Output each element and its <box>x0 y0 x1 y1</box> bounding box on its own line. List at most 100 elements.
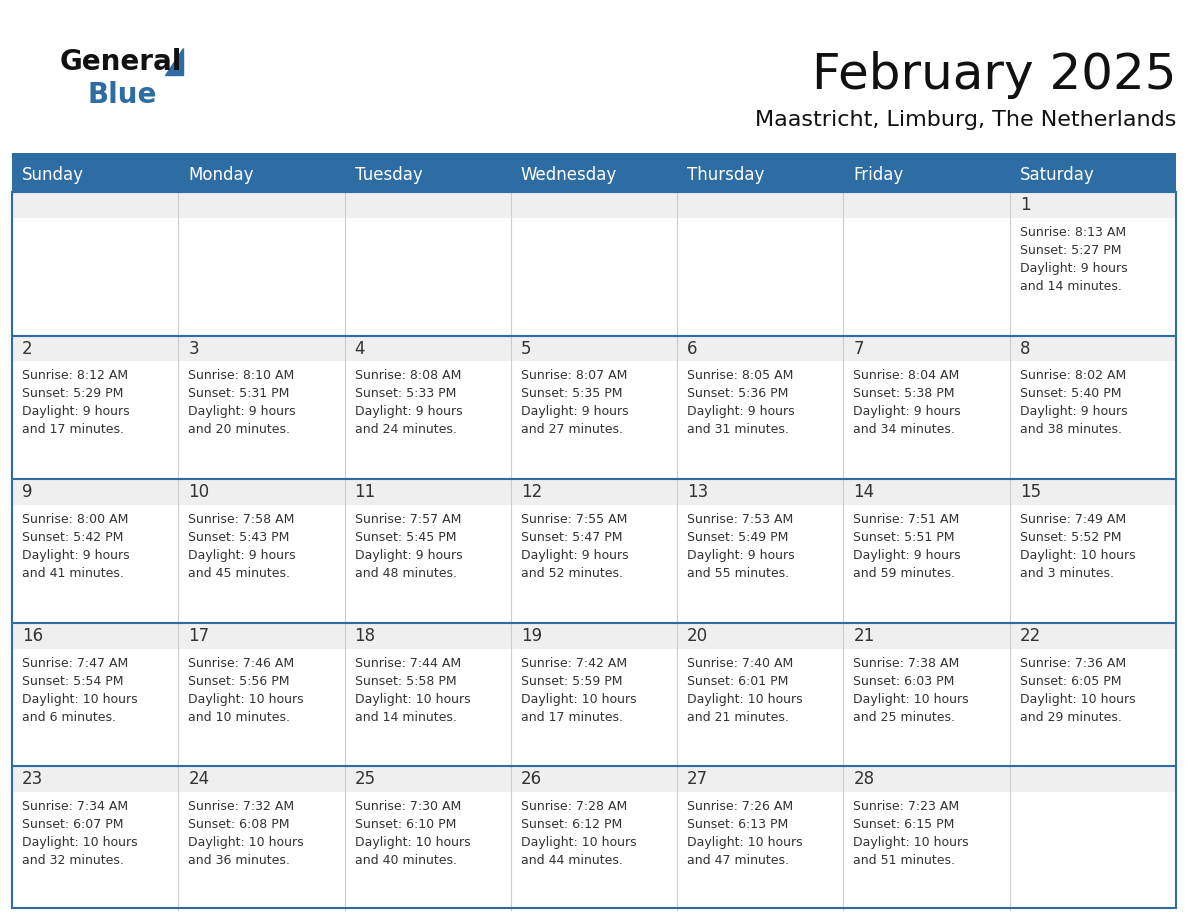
Text: February 2025: February 2025 <box>811 51 1176 99</box>
Bar <box>511 336 677 362</box>
Bar <box>1010 192 1176 218</box>
Bar <box>345 767 511 910</box>
Text: 14: 14 <box>853 483 874 501</box>
Text: Sunrise: 7:58 AM
Sunset: 5:43 PM
Daylight: 9 hours
and 45 minutes.: Sunrise: 7:58 AM Sunset: 5:43 PM Dayligh… <box>188 513 296 580</box>
Bar <box>12 192 178 336</box>
Text: 25: 25 <box>354 770 375 789</box>
Text: 8: 8 <box>1019 340 1030 357</box>
Bar <box>345 336 511 362</box>
Text: 10: 10 <box>188 483 209 501</box>
Text: Sunday: Sunday <box>23 165 84 184</box>
Text: 21: 21 <box>853 627 874 644</box>
Bar <box>12 622 178 649</box>
Bar <box>12 157 1176 192</box>
Text: 7: 7 <box>853 340 864 357</box>
Bar <box>12 479 178 505</box>
Bar <box>677 622 843 649</box>
Text: Sunrise: 7:49 AM
Sunset: 5:52 PM
Daylight: 10 hours
and 3 minutes.: Sunrise: 7:49 AM Sunset: 5:52 PM Dayligh… <box>1019 513 1136 580</box>
Text: 9: 9 <box>23 483 32 501</box>
Bar <box>178 479 345 622</box>
Bar <box>345 479 511 622</box>
Bar <box>1010 336 1176 362</box>
Bar <box>12 336 178 362</box>
Text: 5: 5 <box>520 340 531 357</box>
Text: Sunrise: 8:05 AM
Sunset: 5:36 PM
Daylight: 9 hours
and 31 minutes.: Sunrise: 8:05 AM Sunset: 5:36 PM Dayligh… <box>687 369 795 436</box>
Text: Sunrise: 7:42 AM
Sunset: 5:59 PM
Daylight: 10 hours
and 17 minutes.: Sunrise: 7:42 AM Sunset: 5:59 PM Dayligh… <box>520 656 637 723</box>
Text: Sunrise: 8:02 AM
Sunset: 5:40 PM
Daylight: 9 hours
and 38 minutes.: Sunrise: 8:02 AM Sunset: 5:40 PM Dayligh… <box>1019 369 1127 436</box>
Text: Sunrise: 7:40 AM
Sunset: 6:01 PM
Daylight: 10 hours
and 21 minutes.: Sunrise: 7:40 AM Sunset: 6:01 PM Dayligh… <box>687 656 803 723</box>
Bar <box>1010 622 1176 649</box>
Text: Sunrise: 8:08 AM
Sunset: 5:33 PM
Daylight: 9 hours
and 24 minutes.: Sunrise: 8:08 AM Sunset: 5:33 PM Dayligh… <box>354 369 462 436</box>
Bar <box>511 479 677 622</box>
Text: Friday: Friday <box>853 165 904 184</box>
Bar <box>178 192 345 218</box>
Text: Sunrise: 7:32 AM
Sunset: 6:08 PM
Daylight: 10 hours
and 36 minutes.: Sunrise: 7:32 AM Sunset: 6:08 PM Dayligh… <box>188 800 304 868</box>
Text: Sunrise: 7:53 AM
Sunset: 5:49 PM
Daylight: 9 hours
and 55 minutes.: Sunrise: 7:53 AM Sunset: 5:49 PM Dayligh… <box>687 513 795 580</box>
Bar <box>677 622 843 767</box>
Bar <box>511 336 677 479</box>
Bar <box>345 479 511 505</box>
Bar <box>843 767 1010 910</box>
Bar <box>345 336 511 479</box>
Text: Sunrise: 7:47 AM
Sunset: 5:54 PM
Daylight: 10 hours
and 6 minutes.: Sunrise: 7:47 AM Sunset: 5:54 PM Dayligh… <box>23 656 138 723</box>
Text: Sunrise: 7:34 AM
Sunset: 6:07 PM
Daylight: 10 hours
and 32 minutes.: Sunrise: 7:34 AM Sunset: 6:07 PM Dayligh… <box>23 800 138 868</box>
Text: Thursday: Thursday <box>687 165 765 184</box>
Text: 11: 11 <box>354 483 375 501</box>
Bar <box>511 192 677 218</box>
Text: Sunrise: 8:12 AM
Sunset: 5:29 PM
Daylight: 9 hours
and 17 minutes.: Sunrise: 8:12 AM Sunset: 5:29 PM Dayligh… <box>23 369 129 436</box>
Bar <box>12 336 178 479</box>
Text: 18: 18 <box>354 627 375 644</box>
Bar <box>843 192 1010 218</box>
Text: Blue: Blue <box>88 81 157 109</box>
Text: 15: 15 <box>1019 483 1041 501</box>
Text: Monday: Monday <box>188 165 254 184</box>
Bar <box>677 767 843 910</box>
Text: 3: 3 <box>188 340 198 357</box>
Bar <box>1010 479 1176 505</box>
Text: Sunrise: 8:10 AM
Sunset: 5:31 PM
Daylight: 9 hours
and 20 minutes.: Sunrise: 8:10 AM Sunset: 5:31 PM Dayligh… <box>188 369 296 436</box>
Bar <box>12 153 1176 158</box>
Bar <box>677 336 843 479</box>
Bar <box>178 192 345 336</box>
Bar <box>677 767 843 792</box>
Text: Sunrise: 7:57 AM
Sunset: 5:45 PM
Daylight: 9 hours
and 48 minutes.: Sunrise: 7:57 AM Sunset: 5:45 PM Dayligh… <box>354 513 462 580</box>
Text: Wednesday: Wednesday <box>520 165 617 184</box>
Text: Sunrise: 7:30 AM
Sunset: 6:10 PM
Daylight: 10 hours
and 40 minutes.: Sunrise: 7:30 AM Sunset: 6:10 PM Dayligh… <box>354 800 470 868</box>
Text: Sunrise: 8:04 AM
Sunset: 5:38 PM
Daylight: 9 hours
and 34 minutes.: Sunrise: 8:04 AM Sunset: 5:38 PM Dayligh… <box>853 369 961 436</box>
Bar <box>511 622 677 649</box>
Bar <box>677 192 843 336</box>
Text: Sunrise: 7:38 AM
Sunset: 6:03 PM
Daylight: 10 hours
and 25 minutes.: Sunrise: 7:38 AM Sunset: 6:03 PM Dayligh… <box>853 656 969 723</box>
Text: Sunrise: 8:13 AM
Sunset: 5:27 PM
Daylight: 9 hours
and 14 minutes.: Sunrise: 8:13 AM Sunset: 5:27 PM Dayligh… <box>1019 226 1127 293</box>
Text: Sunrise: 8:07 AM
Sunset: 5:35 PM
Daylight: 9 hours
and 27 minutes.: Sunrise: 8:07 AM Sunset: 5:35 PM Dayligh… <box>520 369 628 436</box>
Bar <box>178 767 345 792</box>
Bar <box>345 192 511 218</box>
Text: Saturday: Saturday <box>1019 165 1094 184</box>
Text: 23: 23 <box>23 770 43 789</box>
Text: Tuesday: Tuesday <box>354 165 422 184</box>
Bar <box>511 767 677 910</box>
Bar <box>345 767 511 792</box>
Text: Sunrise: 7:26 AM
Sunset: 6:13 PM
Daylight: 10 hours
and 47 minutes.: Sunrise: 7:26 AM Sunset: 6:13 PM Dayligh… <box>687 800 803 868</box>
Text: 13: 13 <box>687 483 708 501</box>
Text: 28: 28 <box>853 770 874 789</box>
Bar <box>178 336 345 362</box>
Text: 20: 20 <box>687 627 708 644</box>
Text: Maastricht, Limburg, The Netherlands: Maastricht, Limburg, The Netherlands <box>754 110 1176 130</box>
Text: 27: 27 <box>687 770 708 789</box>
Bar <box>12 192 178 218</box>
Bar <box>345 622 511 649</box>
Text: 6: 6 <box>687 340 697 357</box>
Bar <box>1010 336 1176 479</box>
Bar <box>843 479 1010 505</box>
Bar <box>511 622 677 767</box>
Bar <box>345 192 511 336</box>
Text: 4: 4 <box>354 340 365 357</box>
Text: Sunrise: 7:51 AM
Sunset: 5:51 PM
Daylight: 9 hours
and 59 minutes.: Sunrise: 7:51 AM Sunset: 5:51 PM Dayligh… <box>853 513 961 580</box>
Bar <box>178 767 345 910</box>
Bar <box>1010 767 1176 910</box>
Text: Sunrise: 7:55 AM
Sunset: 5:47 PM
Daylight: 9 hours
and 52 minutes.: Sunrise: 7:55 AM Sunset: 5:47 PM Dayligh… <box>520 513 628 580</box>
Text: 26: 26 <box>520 770 542 789</box>
Text: 12: 12 <box>520 483 542 501</box>
Bar <box>12 622 178 767</box>
Bar <box>843 336 1010 479</box>
